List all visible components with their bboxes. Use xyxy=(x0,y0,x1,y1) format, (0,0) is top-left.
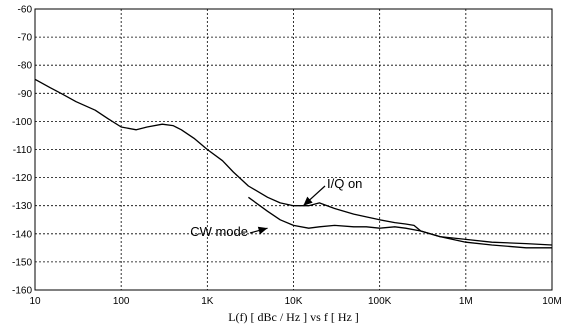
y-tick-label: -150 xyxy=(12,257,32,268)
y-tick-label: -90 xyxy=(18,89,33,100)
y-tick-label: -160 xyxy=(12,286,32,297)
x-axis-label: L(f) [ dBc / Hz ] vs f [ Hz ] xyxy=(228,310,359,324)
x-tick-label: 1M xyxy=(459,296,473,307)
x-tick-label: 1K xyxy=(201,296,214,307)
y-tick-label: -130 xyxy=(12,201,32,212)
series-line-2 xyxy=(248,196,552,249)
plot-frame xyxy=(34,8,553,291)
series-line-1 xyxy=(34,78,553,246)
y-tick-label: -70 xyxy=(18,33,33,44)
annotation-label: CW mode xyxy=(190,224,248,239)
annotation-arrow-head xyxy=(257,226,268,235)
grid xyxy=(35,9,552,290)
x-tick-label: 10K xyxy=(285,296,303,307)
y-tick-label: -80 xyxy=(18,61,33,72)
annotation-label: I/Q on xyxy=(327,176,362,191)
x-tick-labels: 10 100 1K 10K 100K 1M 10M xyxy=(29,296,561,307)
series-group xyxy=(34,78,553,249)
x-tick-label: 10M xyxy=(542,296,561,307)
y-tick-label: -60 xyxy=(18,5,33,16)
x-tick-label: 100 xyxy=(113,296,130,307)
y-tick-label: -100 xyxy=(12,117,32,128)
y-tick-label: -110 xyxy=(13,145,33,156)
x-tick-label: 100K xyxy=(368,296,392,307)
y-tick-labels: -60 -70 -80 -90 -100 -110 -120 -130 -140 -150 -160 xyxy=(12,5,32,297)
y-tick-label: -120 xyxy=(12,173,32,184)
x-tick-label: 10 xyxy=(29,296,41,307)
annotations: I/Q on CW mode xyxy=(190,176,362,239)
y-tick-label: -140 xyxy=(12,229,32,240)
annotation-arrow-head xyxy=(303,196,313,206)
